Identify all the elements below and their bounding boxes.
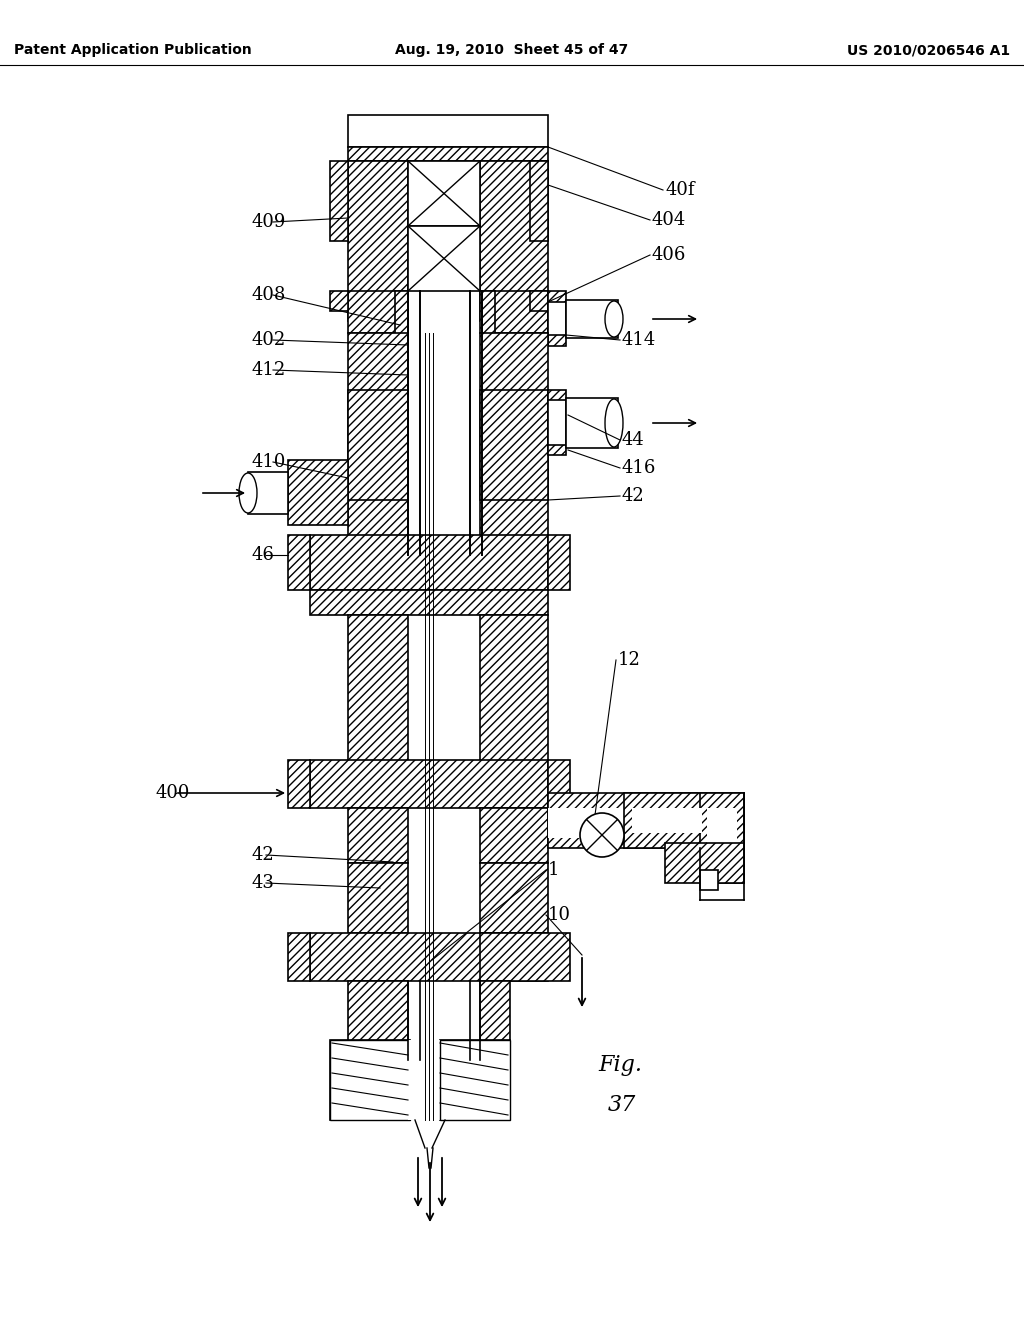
Bar [480, 933, 570, 981]
Bar [530, 290, 548, 312]
Bar [480, 808, 548, 863]
Bar [440, 1040, 510, 1119]
Bar [480, 333, 548, 553]
Bar [548, 290, 566, 346]
Bar [480, 863, 548, 933]
Bar [480, 389, 548, 500]
Text: 12: 12 [618, 651, 641, 669]
Text: 44: 44 [622, 432, 645, 449]
Text: 42: 42 [622, 487, 645, 506]
Bar [310, 535, 548, 590]
Text: 37: 37 [608, 1094, 636, 1115]
Bar [700, 870, 718, 890]
Bar [566, 399, 618, 447]
Text: 406: 406 [652, 246, 686, 264]
Ellipse shape [605, 399, 623, 447]
Text: 410: 410 [252, 453, 287, 471]
Text: 1: 1 [548, 861, 559, 879]
Text: 416: 416 [622, 459, 656, 477]
Bar [548, 389, 566, 455]
Text: Aug. 19, 2010  Sheet 45 of 47: Aug. 19, 2010 Sheet 45 of 47 [395, 44, 629, 57]
Bar [248, 473, 288, 513]
Bar [548, 808, 698, 838]
Text: Fig.: Fig. [598, 1053, 642, 1076]
Bar [566, 300, 618, 338]
Bar [348, 161, 408, 321]
Circle shape [580, 813, 624, 857]
Bar [330, 161, 348, 242]
Text: 412: 412 [252, 360, 287, 379]
Text: 46: 46 [252, 546, 274, 564]
Bar [310, 760, 548, 808]
Text: 409: 409 [252, 213, 287, 231]
Bar [310, 590, 548, 615]
Bar [348, 147, 548, 161]
Text: Patent Application Publication: Patent Application Publication [14, 44, 252, 57]
Bar [348, 615, 408, 800]
Bar [480, 161, 548, 321]
Bar [348, 389, 408, 500]
Bar [348, 115, 548, 147]
Text: 42: 42 [252, 846, 274, 865]
Bar [548, 302, 566, 335]
Bar [330, 290, 348, 312]
Text: 404: 404 [652, 211, 686, 228]
Bar [288, 459, 348, 525]
Text: 10: 10 [548, 906, 571, 924]
Bar [548, 793, 698, 847]
Ellipse shape [239, 473, 257, 513]
Text: 40f: 40f [665, 181, 694, 199]
Bar [348, 863, 408, 933]
Bar [440, 1040, 510, 1119]
Bar [530, 161, 548, 242]
Bar [700, 793, 744, 883]
Bar [395, 290, 408, 346]
Bar [288, 535, 310, 590]
Text: 400: 400 [155, 784, 189, 803]
Bar [348, 333, 408, 553]
Bar [288, 933, 310, 981]
Text: 43: 43 [252, 874, 274, 892]
Bar [348, 981, 408, 1041]
Bar [548, 400, 566, 445]
Text: US 2010/0206546 A1: US 2010/0206546 A1 [847, 44, 1010, 57]
Text: 408: 408 [252, 286, 287, 304]
Ellipse shape [605, 301, 623, 337]
Bar [310, 933, 548, 981]
Bar [482, 290, 495, 346]
Bar [408, 161, 480, 226]
Bar [408, 226, 480, 290]
Bar [348, 808, 408, 863]
Bar [480, 290, 548, 333]
Bar [548, 535, 570, 590]
Bar [665, 843, 744, 883]
Bar [480, 981, 510, 1041]
Bar [348, 290, 408, 333]
Bar [408, 1040, 440, 1119]
Text: 402: 402 [252, 331, 287, 348]
Bar [288, 760, 310, 808]
Bar [330, 1040, 410, 1119]
Bar [548, 760, 570, 808]
Text: 414: 414 [622, 331, 656, 348]
Bar [632, 808, 702, 833]
Bar [624, 793, 744, 847]
Bar [707, 808, 737, 863]
Bar [480, 615, 548, 800]
Bar [330, 1040, 410, 1119]
